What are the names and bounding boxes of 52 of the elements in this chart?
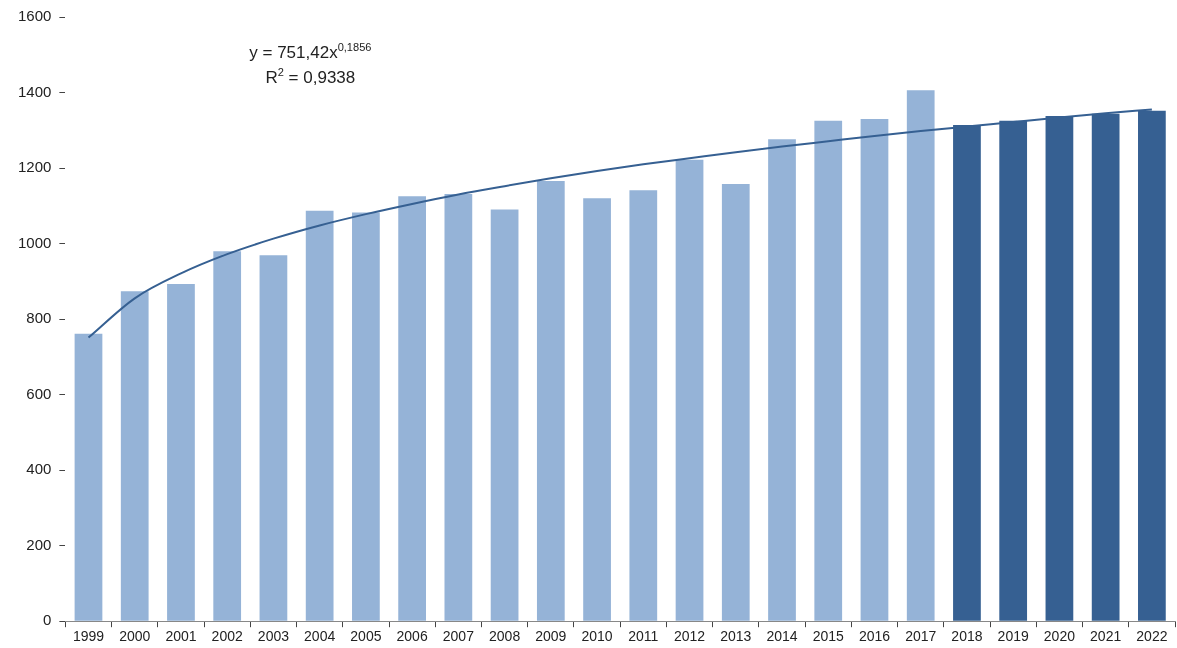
bar <box>167 283 195 621</box>
bar <box>629 190 658 621</box>
x-tick-label: 2004 <box>304 628 336 645</box>
x-tick-label: 2012 <box>673 628 706 645</box>
x-tick-label: 2022 <box>1136 628 1168 645</box>
y-tick-label: 1200 <box>17 158 52 176</box>
y-tick-label: 800 <box>26 309 52 327</box>
x-tick-label: 2011 <box>628 628 659 645</box>
y-tick-label: 1400 <box>17 82 52 100</box>
x-tick-label: 2017 <box>905 628 937 645</box>
x-tick-label: 2008 <box>489 628 521 645</box>
bar <box>814 120 843 621</box>
x-tick-label: 2002 <box>211 628 243 645</box>
y-tick-label: 400 <box>26 460 52 478</box>
x-tick-label: 2006 <box>396 628 428 645</box>
y-tick-label: 200 <box>26 535 52 553</box>
x-tick-label: 2018 <box>951 628 983 645</box>
bar <box>490 209 519 621</box>
bar <box>259 255 288 621</box>
x-tick-label: 2013 <box>720 628 752 645</box>
bar <box>721 183 750 621</box>
bar <box>120 291 149 621</box>
y-tick-label: 0 <box>43 611 52 629</box>
x-tick-label: 2014 <box>766 628 798 645</box>
x-tick-label: 2010 <box>581 628 613 645</box>
x-tick-label: 2016 <box>858 628 891 645</box>
x-tick-label: 2020 <box>1043 628 1076 645</box>
bar <box>768 139 796 621</box>
y-tick-label: 1000 <box>17 233 52 251</box>
bar <box>305 210 334 621</box>
bar <box>583 198 611 621</box>
x-tick-label: 2000 <box>119 628 151 645</box>
x-tick-label: 2007 <box>442 628 475 645</box>
bar <box>213 251 242 621</box>
x-tick-label: 1999 <box>72 628 105 645</box>
bar <box>398 196 426 621</box>
y-tick-label: 600 <box>26 384 52 402</box>
x-tick-label: 2005 <box>350 628 382 645</box>
x-tick-label: 2019 <box>997 628 1029 645</box>
bar <box>860 118 889 621</box>
bar <box>352 212 380 621</box>
bar <box>906 90 935 621</box>
y-tick-label: 1600 <box>17 7 52 25</box>
x-tick-label: 2001 <box>165 628 197 645</box>
x-tick-label: 2015 <box>812 628 845 645</box>
x-tick-label: 2009 <box>535 628 567 645</box>
bar <box>675 159 704 621</box>
bar <box>536 180 565 621</box>
x-tick-label: 2021 <box>1090 628 1122 645</box>
x-tick-label: 2003 <box>257 628 290 645</box>
bar <box>74 333 103 621</box>
bar <box>444 194 473 621</box>
